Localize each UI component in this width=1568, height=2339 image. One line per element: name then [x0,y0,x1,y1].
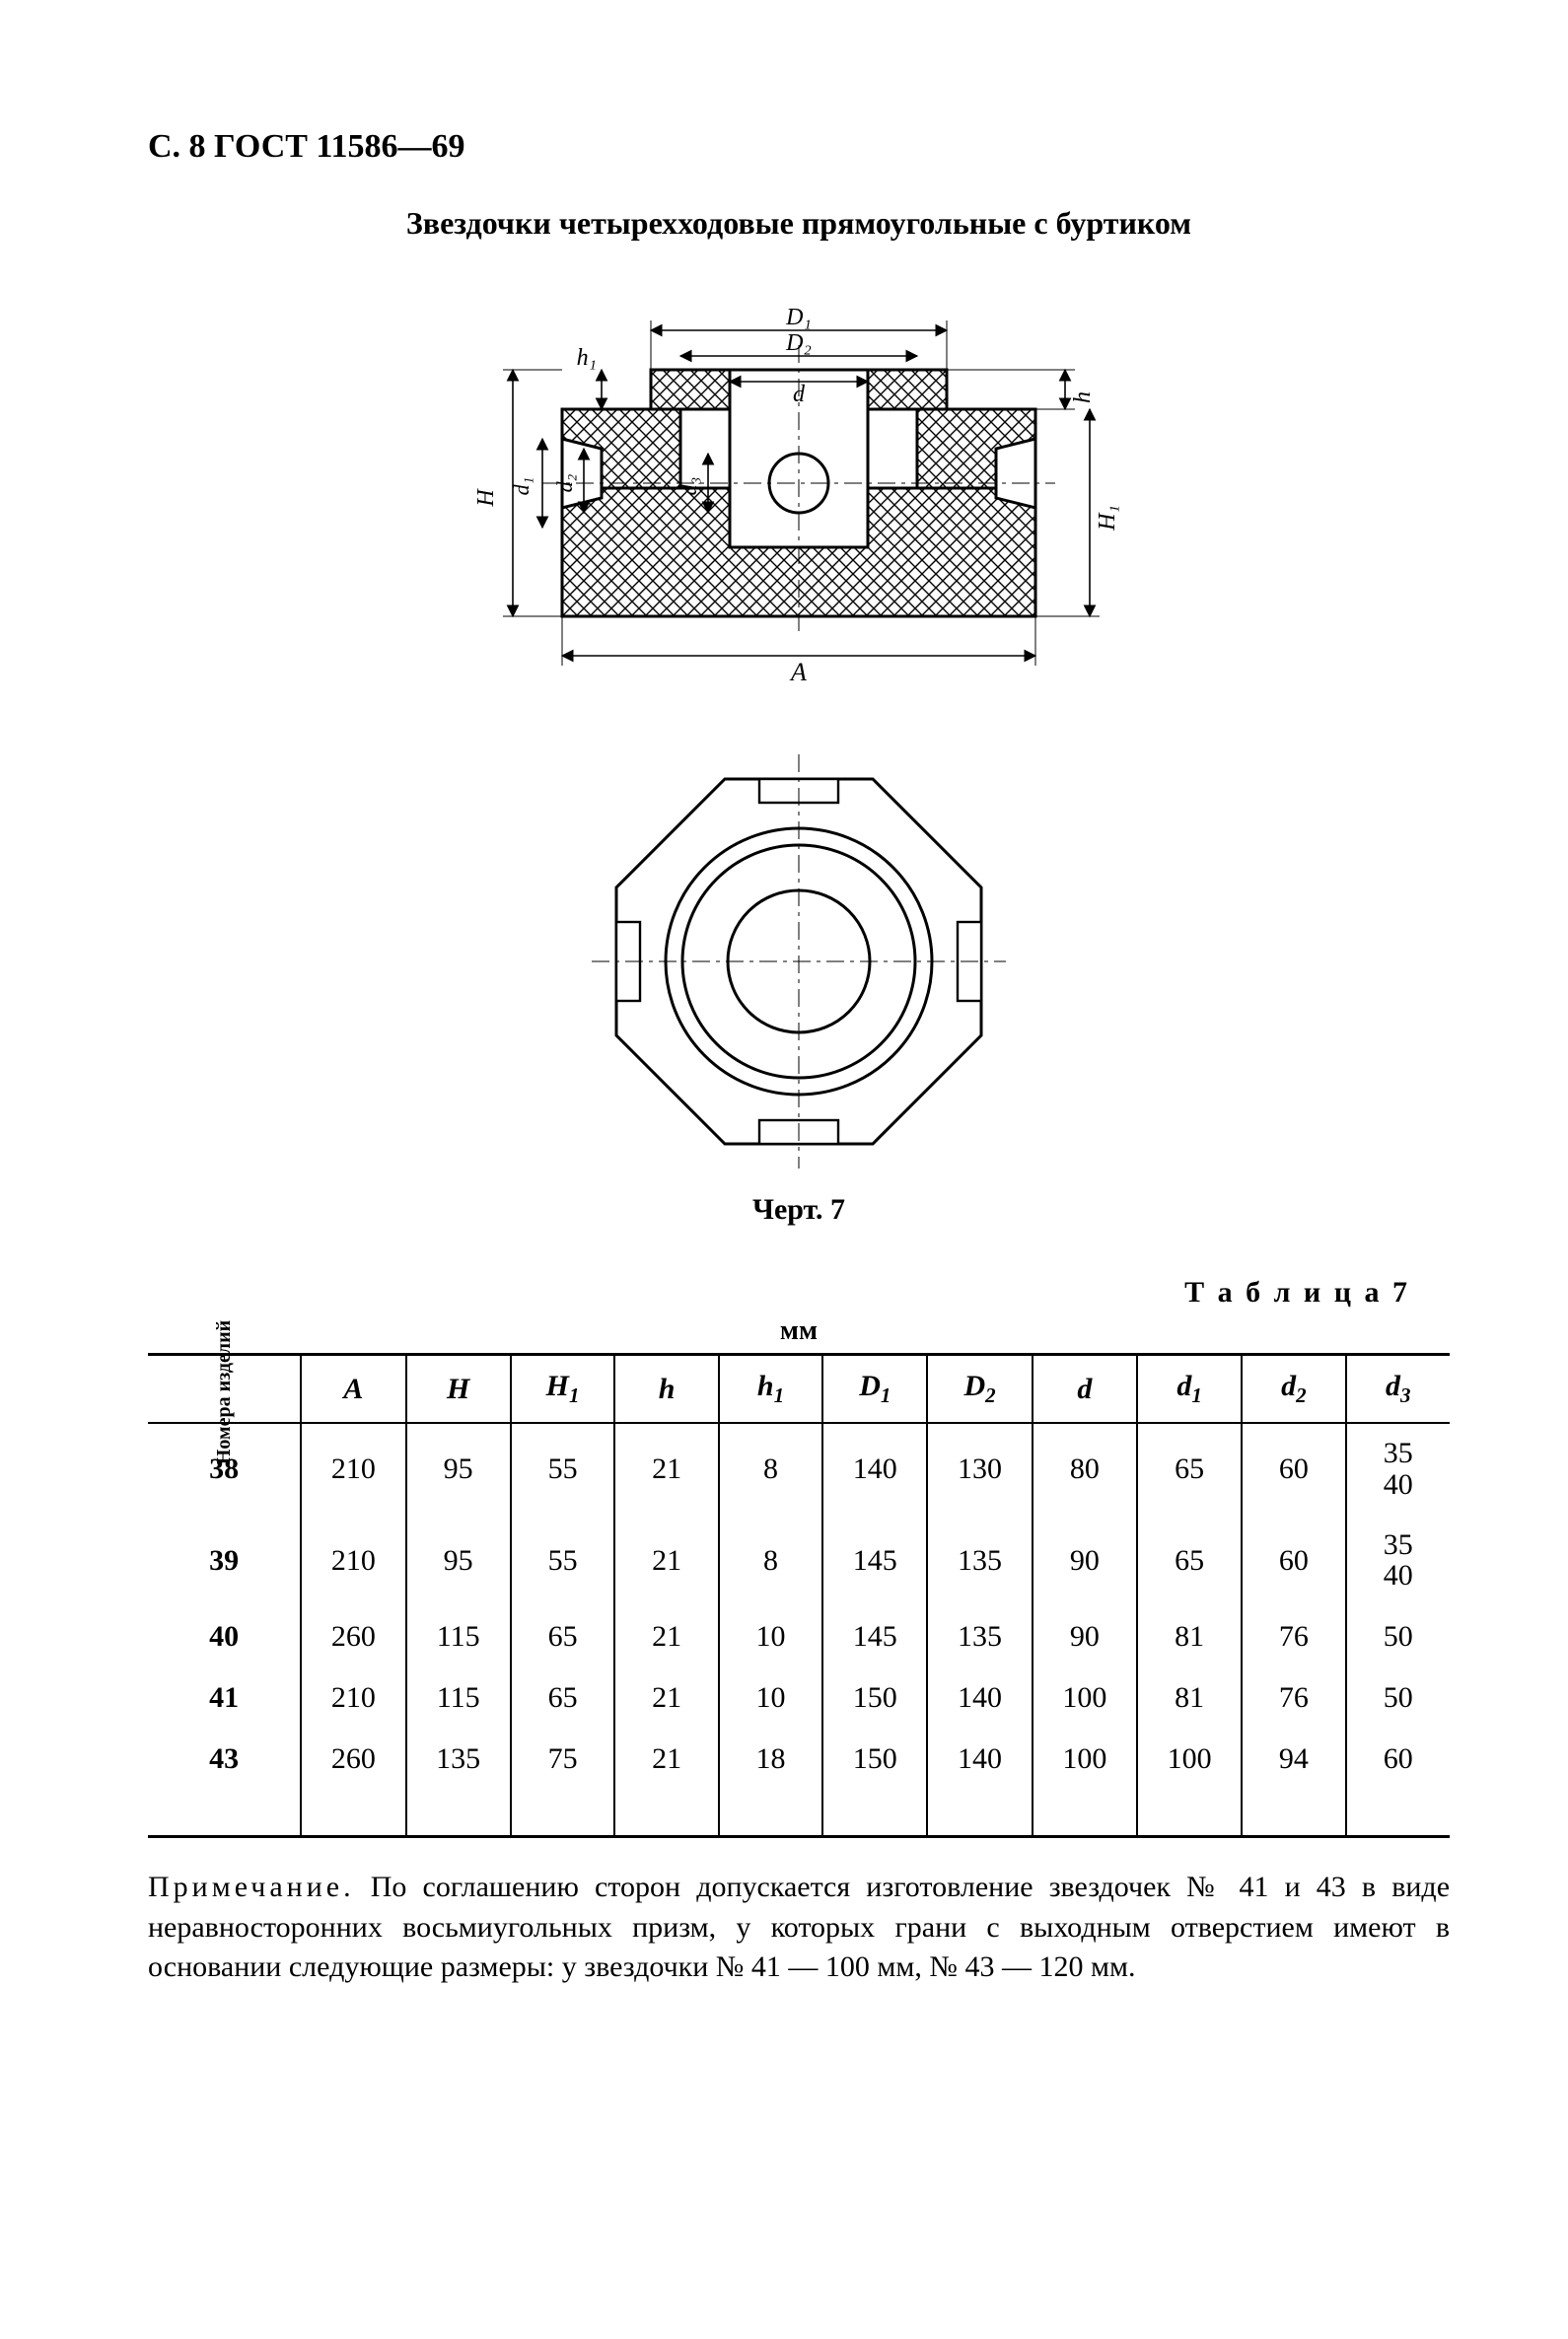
cell: 145 [822,1516,927,1607]
col-header: D1 [822,1355,927,1424]
cell: 95 [406,1423,511,1516]
page-header: С. 8 ГОСТ 11586—69 [148,128,1450,166]
dim-h: h [1070,391,1096,403]
cell: 76 [1242,1606,1345,1667]
table-number: Т а б л и ц а 7 [148,1276,1410,1310]
figure-caption: Черт. 7 [148,1193,1450,1227]
col-header: A [301,1355,405,1424]
cell: 81 [1137,1606,1242,1667]
cell: 95 [406,1516,511,1607]
section-title: Звездочки четырехходовые прямоугольные с… [148,205,1450,242]
table-row: 3821095552181401308065603540 [148,1423,1450,1516]
cell: 81 [1137,1667,1242,1729]
cell: 21 [614,1423,718,1516]
cell: 150 [822,1667,927,1729]
col-header-index: Номера изделий [148,1355,301,1424]
dim-D2: D₂ [785,330,812,356]
cell: 65 [1137,1516,1242,1607]
cell: 21 [614,1729,718,1837]
cell: 65 [1137,1423,1242,1516]
cell: 50 [1346,1667,1450,1729]
cell: 135 [927,1606,1032,1667]
cell: 8 [719,1423,822,1516]
dim-d3: d₃ [677,477,701,496]
cell: 115 [406,1667,511,1729]
cell: 8 [719,1516,822,1607]
cell: 100 [1033,1667,1137,1729]
cell: 50 [1346,1606,1450,1667]
table-header-row: Номера изделий A H H1 h h1 D1 D2 d d1 d2… [148,1355,1450,1424]
col-header: d3 [1346,1355,1450,1424]
cell: 10 [719,1667,822,1729]
row-index: 43 [148,1729,301,1837]
cell: 90 [1033,1516,1137,1607]
cell: 3540 [1346,1423,1450,1516]
cell: 94 [1242,1729,1345,1837]
cell: 55 [511,1423,615,1516]
cell: 130 [927,1423,1032,1516]
cell: 21 [614,1606,718,1667]
dim-d: d [793,382,806,407]
dim-d1: d₁ [509,477,534,496]
cell: 21 [614,1516,718,1607]
footnote: Примечание. По соглашению сторон допуска… [148,1868,1450,1988]
row-index: 41 [148,1667,301,1729]
cell: 260 [301,1606,405,1667]
footnote-lead: Примечание. [148,1871,355,1903]
table-row: 4026011565211014513590817650 [148,1606,1450,1667]
cell: 90 [1033,1606,1137,1667]
cell: 100 [1033,1729,1137,1837]
col-header: H1 [511,1355,615,1424]
cell: 115 [406,1606,511,1667]
cell: 100 [1137,1729,1242,1837]
dim-h1: h₁ [577,345,597,371]
cell: 65 [511,1667,615,1729]
cell: 140 [822,1423,927,1516]
cell: 210 [301,1423,405,1516]
cell: 21 [614,1667,718,1729]
table-unit: мм [148,1315,1450,1347]
col-header: D2 [927,1355,1032,1424]
cell: 60 [1346,1729,1450,1837]
cell: 65 [511,1606,615,1667]
table-row: 41210115652110150140100817650 [148,1667,1450,1729]
dim-A: A [789,658,807,686]
dim-d2: d₂ [552,473,577,492]
cell: 80 [1033,1423,1137,1516]
dim-H: H [473,488,499,508]
dim-D1: D₁ [785,305,812,330]
col-header: h [614,1355,718,1424]
col-header: d2 [1242,1355,1345,1424]
cell: 210 [301,1516,405,1607]
cell: 145 [822,1606,927,1667]
cell: 210 [301,1667,405,1729]
col-header: d [1033,1355,1137,1424]
cell: 150 [822,1729,927,1837]
cell: 3540 [1346,1516,1450,1607]
row-index: 39 [148,1516,301,1607]
dim-H1: H₁ [1095,505,1120,532]
cell: 55 [511,1516,615,1607]
cell: 140 [927,1667,1032,1729]
col-header: h1 [719,1355,822,1424]
cell: 75 [511,1729,615,1837]
figure-7: D₁ D₂ d h₁ h H₁ [148,271,1450,1183]
cell: 60 [1242,1423,1345,1516]
table-row: 3921095552181451359065603540 [148,1516,1450,1607]
cell: 18 [719,1729,822,1837]
cell: 140 [927,1729,1032,1837]
row-index: 40 [148,1606,301,1667]
cell: 135 [406,1729,511,1837]
cell: 135 [927,1516,1032,1607]
dimensions-table: Номера изделий A H H1 h h1 D1 D2 d d1 d2… [148,1353,1450,1838]
col-header: H [406,1355,511,1424]
cell: 60 [1242,1516,1345,1607]
cell: 10 [719,1606,822,1667]
cell: 260 [301,1729,405,1837]
col-header: d1 [1137,1355,1242,1424]
table-row: 432601357521181501401001009460 [148,1729,1450,1837]
cell: 76 [1242,1667,1345,1729]
